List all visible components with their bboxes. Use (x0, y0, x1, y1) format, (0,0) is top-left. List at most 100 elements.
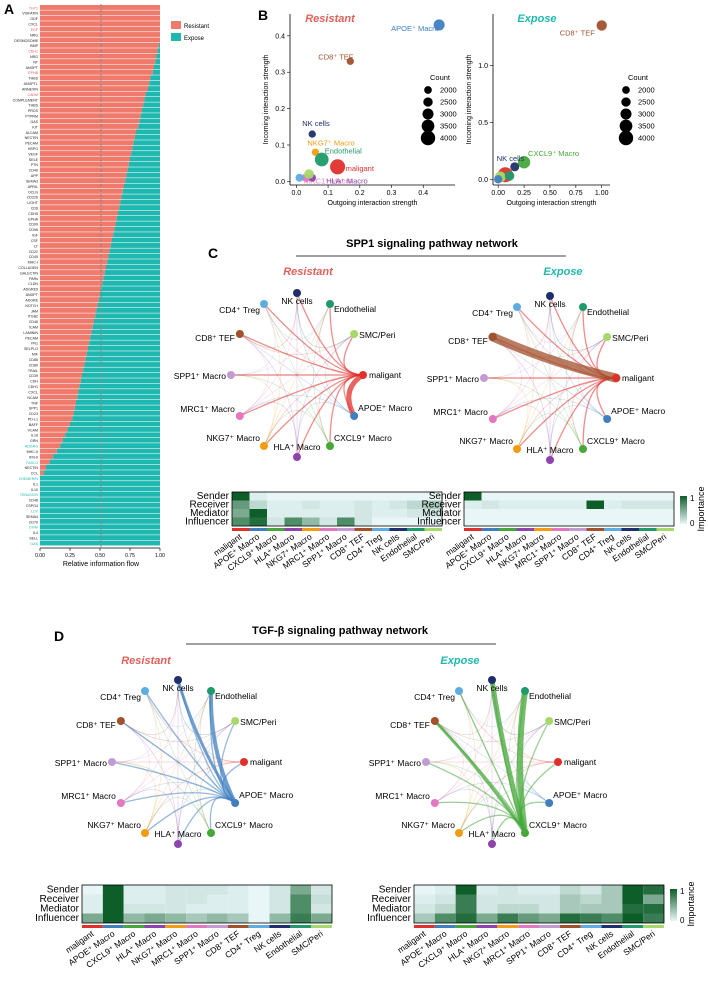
network-edge (239, 333, 355, 355)
bar-resistant (40, 426, 68, 432)
size-legend-dot (424, 86, 432, 94)
heatmap-cell (144, 913, 166, 923)
bar-resistant (40, 237, 112, 243)
network-node (260, 299, 268, 308)
bar-resistant (40, 383, 80, 389)
heatmap-cell (551, 500, 569, 509)
heatmap-column-color-bar (165, 925, 187, 928)
heatmap-cell (372, 509, 390, 518)
size-legend-label: 3000 (638, 110, 655, 119)
pathway-label: NRG (30, 55, 38, 59)
bar-expose (89, 340, 160, 346)
bar-resistant (40, 340, 90, 346)
bar-expose (92, 324, 160, 330)
bar-expose (109, 248, 160, 254)
network-edge (120, 788, 179, 845)
heatmap-cell (165, 894, 187, 904)
heatmap-row-label: Sender (379, 885, 412, 896)
pathway-label: NECTIN (25, 136, 39, 140)
pathway-label: THBS (28, 104, 38, 108)
pathway-label: IL10 (31, 488, 38, 492)
bar-expose (79, 383, 160, 389)
network-node (430, 717, 439, 725)
heatmap-column-color-bar (269, 925, 291, 928)
heatmap-column-color-bar (455, 925, 477, 928)
network-node-label: NKG7⁺ Macro (87, 820, 141, 830)
network-subtitle: Resistant (121, 655, 172, 667)
bar-resistant (40, 226, 115, 232)
size-legend-label: 2500 (440, 98, 457, 107)
heatmap-row-label: Sender (47, 885, 80, 896)
heatmap-cell (249, 500, 267, 509)
heatmap-cell (516, 509, 534, 518)
pathway-label: CD99 (29, 223, 38, 227)
bar-resistant (40, 118, 140, 124)
heatmap-cell (290, 904, 312, 914)
heatmap-cell (284, 509, 302, 518)
heatmap-cell (497, 904, 519, 914)
heatmap-cell (311, 904, 332, 914)
bar-expose (144, 96, 160, 102)
heatmap-cell (319, 492, 337, 501)
bar-resistant (40, 167, 128, 173)
pathway-label: VEGF (28, 152, 39, 156)
network-node (207, 686, 215, 695)
bar-expose (138, 124, 160, 129)
heatmap-column-color-bar (354, 528, 372, 531)
heatmap-cell (267, 492, 285, 501)
heatmap-cell (186, 894, 207, 904)
bar-resistant (40, 405, 75, 411)
pathway-label: SELL (29, 537, 38, 541)
bar-resistant (40, 134, 135, 140)
heatmap-column-color-bar (499, 528, 517, 531)
bar-resistant (40, 42, 159, 48)
bar-resistant (40, 205, 120, 211)
network-edge (434, 782, 550, 804)
network-node-label: SPP1⁺ Macro (369, 758, 421, 768)
network-strong-edge (488, 332, 621, 383)
network-subtitle: Expose (543, 266, 582, 278)
heatmap-cell (551, 517, 569, 526)
heatmap-cell (434, 913, 456, 923)
pathway-label: IFN-II (29, 455, 38, 459)
heatmap-column-color-bar (622, 925, 644, 928)
pathway-label: MHC-I (28, 261, 38, 265)
heatmap-column-color-bar (497, 925, 519, 928)
importance-heatmap: SenderReceiverMediatorInfluencermaligant… (367, 881, 696, 969)
bar-expose (101, 286, 160, 292)
x-tick-label: 0.0 (291, 190, 301, 197)
bar-expose (73, 410, 160, 416)
panel-label-a: A (4, 1, 14, 17)
heatmap-cell (389, 517, 407, 526)
network-node-label: MRC1⁺ Macro (61, 791, 116, 801)
pathway-label: CD80 (29, 363, 38, 367)
bar-expose (145, 91, 160, 97)
heatmap-column-color-bar (580, 925, 602, 928)
heatmap-cell (354, 492, 372, 501)
pathway-label: CD226 (27, 196, 38, 200)
heatmap-cell (284, 500, 302, 509)
heatmap-column-color-bar (186, 925, 207, 928)
heatmap-cell (639, 492, 657, 501)
pathway-label: APP (31, 174, 39, 178)
network-node (488, 415, 497, 423)
network-node-label: APOE⁺ Macro (358, 403, 412, 413)
heatmap-cell (656, 517, 674, 526)
pathway-label: CD39 (29, 374, 38, 378)
bar-expose (132, 145, 160, 151)
heatmap-cell (389, 500, 407, 509)
network-edge (144, 690, 212, 727)
heatmap-cell (464, 500, 482, 509)
bar-resistant (40, 194, 122, 200)
pathway-label: EPHB (28, 71, 38, 75)
network-node-label: NK cells (476, 683, 507, 693)
network-node (231, 717, 240, 725)
network-edge (120, 720, 236, 742)
network-node-label: Endothelial (334, 304, 376, 314)
scatter-point (330, 159, 346, 175)
bar-expose (82, 372, 160, 378)
importance-legend-title: Importance (686, 881, 696, 926)
heatmap-row-label: Mediator (40, 904, 80, 915)
heatmap-cell (319, 509, 337, 518)
heatmap-border (463, 491, 675, 527)
